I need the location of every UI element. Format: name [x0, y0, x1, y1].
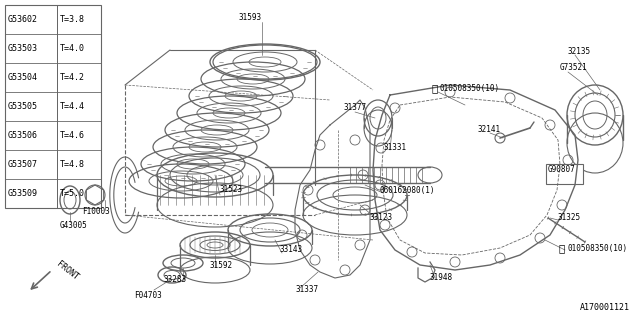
Text: FRONT: FRONT — [55, 260, 81, 282]
Text: F04703: F04703 — [134, 291, 162, 300]
Text: 33283: 33283 — [163, 276, 187, 284]
Text: 31523: 31523 — [220, 186, 243, 195]
Text: G53507: G53507 — [8, 160, 38, 169]
Text: T=4.2: T=4.2 — [60, 73, 85, 82]
Text: G53505: G53505 — [8, 102, 38, 111]
Text: G53503: G53503 — [8, 44, 38, 53]
Text: 32135: 32135 — [567, 47, 590, 57]
Text: T=4.4: T=4.4 — [60, 102, 85, 111]
Text: 010508350(10): 010508350(10) — [440, 84, 500, 92]
FancyBboxPatch shape — [546, 164, 583, 184]
Text: Ⓑ: Ⓑ — [559, 243, 565, 253]
Text: T=5.0: T=5.0 — [60, 189, 85, 198]
Text: T=3.8: T=3.8 — [60, 15, 85, 24]
Text: 010508350(10): 010508350(10) — [567, 244, 627, 252]
Text: 33123: 33123 — [370, 213, 393, 222]
Text: G53509: G53509 — [8, 189, 38, 198]
Text: 31592: 31592 — [210, 260, 233, 269]
Text: Ⓑ: Ⓑ — [432, 83, 438, 93]
Text: 31337: 31337 — [295, 285, 318, 294]
Text: 31377: 31377 — [343, 103, 366, 113]
Text: G43005: G43005 — [60, 220, 88, 229]
Text: T=4.0: T=4.0 — [60, 44, 85, 53]
Text: 33143: 33143 — [280, 245, 303, 254]
Text: 31593: 31593 — [239, 13, 262, 22]
Text: 31331: 31331 — [383, 143, 406, 153]
Text: F10003: F10003 — [82, 207, 109, 217]
Text: G53506: G53506 — [8, 131, 38, 140]
Text: 31948: 31948 — [430, 274, 453, 283]
Text: 32141: 32141 — [478, 125, 501, 134]
Text: T=4.8: T=4.8 — [60, 160, 85, 169]
Text: 31325: 31325 — [558, 213, 581, 222]
Text: 060162080(1): 060162080(1) — [380, 186, 435, 195]
Text: G53602: G53602 — [8, 15, 38, 24]
Text: G90807: G90807 — [548, 165, 576, 174]
Text: G53504: G53504 — [8, 73, 38, 82]
Text: T=4.6: T=4.6 — [60, 131, 85, 140]
Text: A170001121: A170001121 — [580, 303, 630, 313]
Text: G73521: G73521 — [560, 63, 588, 73]
Bar — [5, 5, 101, 208]
